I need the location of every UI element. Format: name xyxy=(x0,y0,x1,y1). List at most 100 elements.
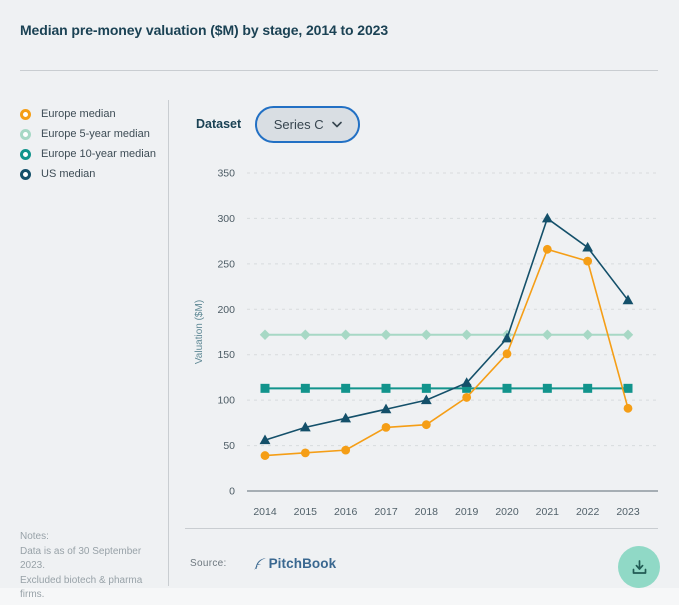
us-median-dot-icon xyxy=(20,168,31,180)
data-point xyxy=(462,393,472,402)
data-point xyxy=(542,383,552,393)
legend-item-europe-10yr-median: Europe 10-year median xyxy=(20,144,156,164)
dataset-control-row: Dataset Series C xyxy=(196,105,361,143)
data-point xyxy=(300,329,311,340)
series-europe-5-year-median xyxy=(259,329,634,340)
series-us-median xyxy=(259,212,634,445)
europe-median-dot-icon xyxy=(20,108,31,120)
source-divider xyxy=(185,528,658,529)
y-tick-label: 150 xyxy=(217,349,235,361)
notes-line: Data is as of 30 September 2023. xyxy=(20,545,142,572)
data-point xyxy=(501,332,513,343)
dataset-dropdown[interactable]: Series C xyxy=(255,105,361,143)
data-point xyxy=(381,423,391,432)
data-point xyxy=(300,383,310,393)
data-point xyxy=(623,403,633,413)
series-europe-median xyxy=(260,244,633,460)
data-point xyxy=(420,394,432,405)
legend-label: US median xyxy=(41,168,96,180)
y-tick-label: 100 xyxy=(217,395,235,407)
data-point xyxy=(259,434,271,445)
y-tick-label: 300 xyxy=(217,213,235,225)
notes-line: Notes: xyxy=(20,531,49,542)
x-tick-label: 2017 xyxy=(374,506,398,518)
y-axis-label: Valuation ($M) xyxy=(194,300,205,364)
series-line xyxy=(264,248,629,457)
pitchbook-logo: PitchBook xyxy=(253,556,337,571)
line-chart: 0 50 100 150 200 250 300 350 Valuation ($M) 2014 2… xyxy=(194,168,658,518)
page-title: Median pre-money valuation ($M) by stage… xyxy=(20,22,389,38)
title-divider xyxy=(20,70,658,71)
legend-label: Europe 10-year median xyxy=(41,148,156,160)
data-point xyxy=(380,403,392,414)
pitchbook-feather-icon xyxy=(253,557,266,570)
chart-card: Median pre-money valuation ($M) by stage… xyxy=(20,22,660,600)
chart-legend: Europe median Europe 5-year median Europ… xyxy=(20,104,156,184)
x-tick-label: 2015 xyxy=(294,506,318,518)
data-point xyxy=(583,256,593,266)
x-tick-label: 2021 xyxy=(536,506,560,518)
x-tick-label: 2016 xyxy=(334,506,358,518)
x-tick-label: 2023 xyxy=(616,506,640,518)
data-point xyxy=(622,329,634,340)
download-button[interactable] xyxy=(618,546,660,588)
notes: Notes: Data is as of 30 September 2023. … xyxy=(20,530,168,603)
data-point xyxy=(421,383,431,393)
x-tick-label: 2018 xyxy=(415,506,439,518)
legend-item-europe-median: Europe median xyxy=(20,104,156,124)
data-point xyxy=(340,412,352,423)
data-point xyxy=(462,383,472,393)
data-point xyxy=(340,329,351,340)
dataset-label: Dataset xyxy=(196,117,242,131)
data-point xyxy=(341,383,351,393)
data-point xyxy=(461,329,472,340)
data-point xyxy=(381,383,391,393)
data-point xyxy=(542,329,553,340)
data-point xyxy=(542,244,552,254)
legend-item-europe-5yr-median: Europe 5-year median xyxy=(20,124,156,144)
notes-line: firms. xyxy=(20,589,45,600)
y-tick-label: 50 xyxy=(223,440,235,452)
notes-line: Excluded biotech & pharma xyxy=(20,574,143,586)
x-tick-label: 2014 xyxy=(253,506,277,518)
data-point xyxy=(623,383,633,393)
data-point xyxy=(461,377,473,387)
data-point xyxy=(259,329,271,340)
data-point xyxy=(380,329,392,340)
chevron-down-icon xyxy=(331,121,342,127)
data-point xyxy=(582,241,594,252)
series-line xyxy=(264,217,629,441)
download-icon xyxy=(632,559,646,574)
vertical-divider xyxy=(168,100,169,586)
data-point xyxy=(502,383,512,393)
y-tick-label: 250 xyxy=(217,258,235,270)
data-point xyxy=(622,294,634,305)
x-tick-label: 2019 xyxy=(455,506,479,518)
data-point xyxy=(341,445,351,455)
source-row: Source: PitchBook xyxy=(190,556,336,571)
europe-10yr-median-dot-icon xyxy=(20,148,31,160)
data-point xyxy=(300,448,310,458)
legend-label: Europe 5-year median xyxy=(41,128,150,140)
y-tick-label: 0 xyxy=(229,486,235,498)
y-tick-label: 200 xyxy=(217,304,235,316)
series-europe-10-year-median xyxy=(260,383,633,393)
data-point xyxy=(582,329,593,340)
dataset-selected-value: Series C xyxy=(273,116,324,132)
data-point xyxy=(502,349,512,359)
data-point xyxy=(421,329,432,340)
legend-label: Europe median xyxy=(41,108,116,120)
data-point xyxy=(299,421,311,432)
legend-item-us-median: US median xyxy=(20,164,156,184)
source-label: Source: xyxy=(190,558,227,569)
data-point xyxy=(260,383,270,393)
pitchbook-brand-text: PitchBook xyxy=(268,556,337,571)
x-tick-label: 2020 xyxy=(495,506,519,518)
europe-5yr-median-dot-icon xyxy=(20,128,31,140)
data-point xyxy=(421,420,431,430)
y-tick-label: 350 xyxy=(217,168,235,180)
data-point xyxy=(541,212,553,223)
data-point xyxy=(260,451,270,460)
data-point xyxy=(583,383,593,393)
x-tick-label: 2022 xyxy=(576,506,600,518)
